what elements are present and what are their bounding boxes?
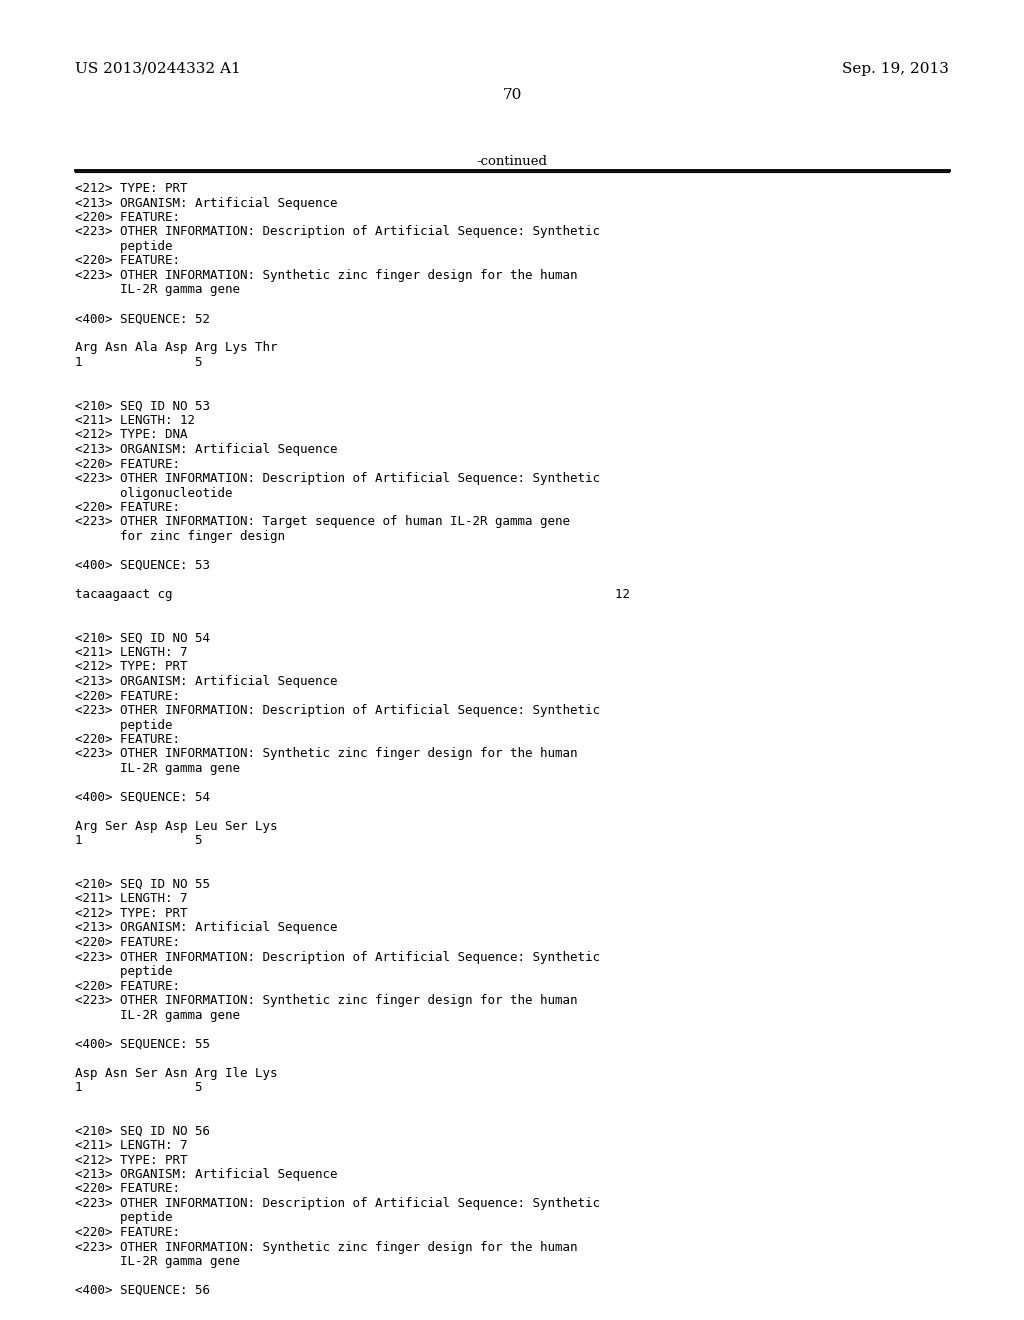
Text: <400> SEQUENCE: 53: <400> SEQUENCE: 53 bbox=[75, 558, 210, 572]
Text: <210> SEQ ID NO 54: <210> SEQ ID NO 54 bbox=[75, 631, 210, 644]
Text: IL-2R gamma gene: IL-2R gamma gene bbox=[75, 1255, 240, 1269]
Text: <223> OTHER INFORMATION: Target sequence of human IL-2R gamma gene: <223> OTHER INFORMATION: Target sequence… bbox=[75, 516, 570, 528]
Text: US 2013/0244332 A1: US 2013/0244332 A1 bbox=[75, 62, 241, 77]
Text: <213> ORGANISM: Artificial Sequence: <213> ORGANISM: Artificial Sequence bbox=[75, 1168, 338, 1181]
Text: 1               5: 1 5 bbox=[75, 834, 203, 847]
Text: tacaagaact cg                                                           12: tacaagaact cg 12 bbox=[75, 587, 630, 601]
Text: <223> OTHER INFORMATION: Synthetic zinc finger design for the human: <223> OTHER INFORMATION: Synthetic zinc … bbox=[75, 747, 578, 760]
Text: <220> FEATURE:: <220> FEATURE: bbox=[75, 1226, 180, 1239]
Text: <400> SEQUENCE: 55: <400> SEQUENCE: 55 bbox=[75, 1038, 210, 1051]
Text: <220> FEATURE:: <220> FEATURE: bbox=[75, 979, 180, 993]
Text: <223> OTHER INFORMATION: Description of Artificial Sequence: Synthetic: <223> OTHER INFORMATION: Description of … bbox=[75, 473, 600, 484]
Text: <212> TYPE: PRT: <212> TYPE: PRT bbox=[75, 1154, 187, 1167]
Text: Arg Asn Ala Asp Arg Lys Thr: Arg Asn Ala Asp Arg Lys Thr bbox=[75, 342, 278, 355]
Text: <211> LENGTH: 7: <211> LENGTH: 7 bbox=[75, 645, 187, 659]
Text: -continued: -continued bbox=[476, 154, 548, 168]
Text: <223> OTHER INFORMATION: Description of Artificial Sequence: Synthetic: <223> OTHER INFORMATION: Description of … bbox=[75, 226, 600, 239]
Text: <210> SEQ ID NO 55: <210> SEQ ID NO 55 bbox=[75, 878, 210, 891]
Text: <220> FEATURE:: <220> FEATURE: bbox=[75, 458, 180, 470]
Text: <213> ORGANISM: Artificial Sequence: <213> ORGANISM: Artificial Sequence bbox=[75, 197, 338, 210]
Text: IL-2R gamma gene: IL-2R gamma gene bbox=[75, 762, 240, 775]
Text: <223> OTHER INFORMATION: Synthetic zinc finger design for the human: <223> OTHER INFORMATION: Synthetic zinc … bbox=[75, 994, 578, 1007]
Text: <223> OTHER INFORMATION: Synthetic zinc finger design for the human: <223> OTHER INFORMATION: Synthetic zinc … bbox=[75, 1241, 578, 1254]
Text: oligonucleotide: oligonucleotide bbox=[75, 487, 232, 499]
Text: Arg Ser Asp Asp Leu Ser Lys: Arg Ser Asp Asp Leu Ser Lys bbox=[75, 820, 278, 833]
Text: <212> TYPE: PRT: <212> TYPE: PRT bbox=[75, 660, 187, 673]
Text: <212> TYPE: DNA: <212> TYPE: DNA bbox=[75, 429, 187, 441]
Text: peptide: peptide bbox=[75, 718, 172, 731]
Text: 1               5: 1 5 bbox=[75, 356, 203, 370]
Text: <213> ORGANISM: Artificial Sequence: <213> ORGANISM: Artificial Sequence bbox=[75, 675, 338, 688]
Text: <400> SEQUENCE: 52: <400> SEQUENCE: 52 bbox=[75, 313, 210, 326]
Text: <223> OTHER INFORMATION: Description of Artificial Sequence: Synthetic: <223> OTHER INFORMATION: Description of … bbox=[75, 704, 600, 717]
Text: <211> LENGTH: 7: <211> LENGTH: 7 bbox=[75, 892, 187, 906]
Text: <213> ORGANISM: Artificial Sequence: <213> ORGANISM: Artificial Sequence bbox=[75, 921, 338, 935]
Text: <223> OTHER INFORMATION: Description of Artificial Sequence: Synthetic: <223> OTHER INFORMATION: Description of … bbox=[75, 950, 600, 964]
Text: peptide: peptide bbox=[75, 965, 172, 978]
Text: <220> FEATURE:: <220> FEATURE: bbox=[75, 733, 180, 746]
Text: Asp Asn Ser Asn Arg Ile Lys: Asp Asn Ser Asn Arg Ile Lys bbox=[75, 1067, 278, 1080]
Text: <400> SEQUENCE: 56: <400> SEQUENCE: 56 bbox=[75, 1284, 210, 1298]
Text: <210> SEQ ID NO 56: <210> SEQ ID NO 56 bbox=[75, 1125, 210, 1138]
Text: <220> FEATURE:: <220> FEATURE: bbox=[75, 502, 180, 513]
Text: 1               5: 1 5 bbox=[75, 1081, 203, 1094]
Text: <211> LENGTH: 7: <211> LENGTH: 7 bbox=[75, 1139, 187, 1152]
Text: <220> FEATURE:: <220> FEATURE: bbox=[75, 211, 180, 224]
Text: <210> SEQ ID NO 53: <210> SEQ ID NO 53 bbox=[75, 400, 210, 412]
Text: <220> FEATURE:: <220> FEATURE: bbox=[75, 689, 180, 702]
Text: <400> SEQUENCE: 54: <400> SEQUENCE: 54 bbox=[75, 791, 210, 804]
Text: peptide: peptide bbox=[75, 1212, 172, 1225]
Text: <223> OTHER INFORMATION: Description of Artificial Sequence: Synthetic: <223> OTHER INFORMATION: Description of … bbox=[75, 1197, 600, 1210]
Text: for zinc finger design: for zinc finger design bbox=[75, 531, 285, 543]
Text: <223> OTHER INFORMATION: Synthetic zinc finger design for the human: <223> OTHER INFORMATION: Synthetic zinc … bbox=[75, 269, 578, 282]
Text: <220> FEATURE:: <220> FEATURE: bbox=[75, 255, 180, 268]
Text: <213> ORGANISM: Artificial Sequence: <213> ORGANISM: Artificial Sequence bbox=[75, 444, 338, 455]
Text: <211> LENGTH: 12: <211> LENGTH: 12 bbox=[75, 414, 195, 426]
Text: Sep. 19, 2013: Sep. 19, 2013 bbox=[842, 62, 949, 77]
Text: <220> FEATURE:: <220> FEATURE: bbox=[75, 1183, 180, 1196]
Text: 70: 70 bbox=[503, 88, 521, 102]
Text: <212> TYPE: PRT: <212> TYPE: PRT bbox=[75, 182, 187, 195]
Text: IL-2R gamma gene: IL-2R gamma gene bbox=[75, 284, 240, 297]
Text: IL-2R gamma gene: IL-2R gamma gene bbox=[75, 1008, 240, 1022]
Text: peptide: peptide bbox=[75, 240, 172, 253]
Text: <212> TYPE: PRT: <212> TYPE: PRT bbox=[75, 907, 187, 920]
Text: <220> FEATURE:: <220> FEATURE: bbox=[75, 936, 180, 949]
